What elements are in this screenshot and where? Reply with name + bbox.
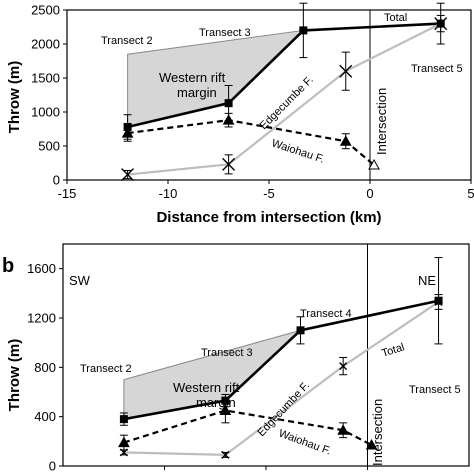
a-ytick-label: 1000	[31, 105, 60, 120]
a-marker-x-b-3	[434, 17, 448, 31]
b-series-markers	[118, 257, 443, 459]
a-marker-x-b-0	[121, 168, 135, 182]
b-axes: 0 400 800 1200 1600	[27, 261, 368, 474]
b-ytick-label: 1600	[27, 261, 56, 276]
panel-a: 0 500 1000 1500 2000 2500 -15 -10 -5 0 5 Throw (m)…	[6, 3, 474, 227]
b-annot-ne: NE	[418, 273, 436, 288]
a-series-lines	[127, 10, 442, 180]
b-intersection-label: Intersection	[370, 399, 385, 466]
a-intersection-label: Intersection	[374, 88, 389, 155]
a-annot-total: Total	[384, 12, 407, 24]
b-series-lines	[123, 244, 440, 466]
a-series-line-1	[127, 119, 375, 166]
a-y-axis-label: Throw (m)	[6, 61, 23, 134]
b-marker-square-0	[119, 415, 128, 424]
a-marker-triangle-2	[339, 135, 352, 146]
b-annot-transect-2: Transect 2	[80, 363, 132, 375]
a-axes: 0 500 1000 1500 2000 2500 -15 -10 -5 0 5	[31, 3, 474, 202]
b-series-line-1	[123, 409, 373, 447]
a-ytick-label: 2500	[31, 3, 60, 18]
a-annot-margin: margin	[177, 85, 217, 100]
a-annot-transect-5: Transect 5	[411, 63, 463, 75]
a-xtick-label: 5	[467, 186, 474, 201]
a-ytick-label: 2000	[31, 37, 60, 52]
a-marker-triangle-3	[368, 159, 380, 170]
a-annot-waiohau: Waiohau F.	[270, 137, 326, 165]
b-ytick-label: 0	[49, 459, 56, 474]
a-marker-x-b-2	[339, 64, 353, 78]
b-marker-x-b-2	[339, 362, 348, 371]
b-marker-triangle-0	[118, 436, 130, 448]
b-panel-label: b	[2, 255, 14, 277]
b-marker-triangle-2	[337, 424, 349, 435]
a-series-line-0	[127, 22, 441, 129]
b-ytick-label: 1200	[27, 311, 56, 326]
b-series-line-2	[123, 301, 440, 457]
a-ytick-label: 1500	[31, 71, 60, 86]
a-ytick-label: 500	[38, 139, 60, 154]
a-marker-x-b-1	[222, 157, 236, 171]
b-annot-waiohau: Waiohau F.	[277, 428, 332, 458]
b-annot-total: Total	[380, 341, 406, 360]
b-ytick-label: 800	[34, 360, 56, 375]
a-xtick-label: 0	[366, 186, 373, 201]
b-annot-transect-4: Transect 4	[300, 308, 352, 320]
panel-b: b 0 400 800 1200 1600 Throw (m) SW NE Transe…	[2, 243, 470, 474]
b-annot-transect-5: Transect 5	[409, 384, 461, 396]
a-marker-triangle-1	[222, 114, 235, 125]
a-xtick-label: -15	[58, 186, 77, 201]
a-xtick-label: -5	[263, 186, 275, 201]
a-marker-square-1	[224, 99, 233, 108]
a-annot-western-rift: Western rift	[159, 70, 226, 85]
b-marker-triangle-1	[219, 404, 232, 415]
a-xtick-label: -10	[159, 186, 178, 201]
b-annot-sw: SW	[69, 273, 91, 288]
b-ytick-label: 400	[34, 409, 56, 424]
a-annot-transect-2: Transect 2	[101, 35, 153, 47]
a-annot-transect-3: Transect 3	[199, 27, 251, 39]
a-x-axis-label: Distance from intersection (km)	[156, 209, 381, 226]
b-marker-triangle-3	[365, 439, 378, 450]
a-series-line-2	[127, 22, 442, 176]
b-annot-margin: margin	[196, 395, 236, 410]
b-marker-x-b-3	[434, 297, 443, 306]
a-ytick-label: 0	[53, 173, 60, 188]
b-series-line-0	[123, 299, 439, 421]
b-y-axis-label: Throw (m)	[6, 339, 23, 412]
b-annot-western-rift: Western rift	[173, 380, 240, 395]
b-marker-square-2	[296, 326, 305, 335]
a-marker-triangle-0	[121, 127, 134, 138]
a-marker-square-2	[299, 26, 308, 35]
b-annot-transect-3: Transect 3	[201, 347, 253, 359]
b-marker-x-b-1	[221, 450, 230, 459]
b-marker-x-b-0	[119, 448, 128, 457]
a-series-markers	[121, 2, 448, 182]
